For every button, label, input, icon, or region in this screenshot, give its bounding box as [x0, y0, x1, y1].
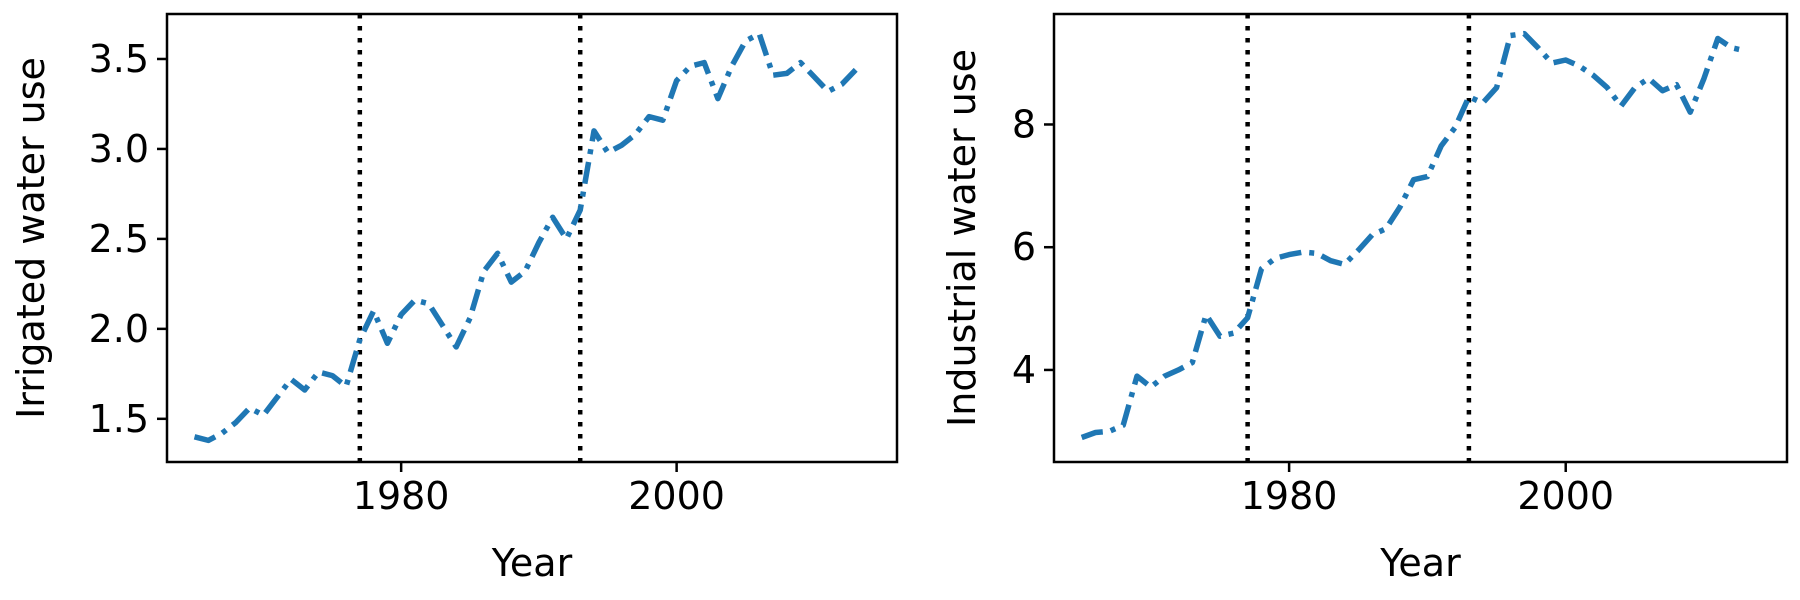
- chart2-plot-frame: [1052, 12, 1789, 464]
- chart2-xtick-label-2000: 2000: [1517, 474, 1614, 518]
- chart1-xtick-label-1980: 1980: [353, 474, 450, 518]
- chart1-series-line: [193, 31, 858, 444]
- chart1-ytick-label-3.0: 3.0: [89, 127, 149, 171]
- chart2-xtick-label-1980: 1980: [1241, 474, 1338, 518]
- chart1-ytick-label-1.5: 1.5: [89, 397, 149, 441]
- chart2-series-line: [1080, 30, 1747, 441]
- chart2-ytick-label-4: 4: [1012, 348, 1036, 392]
- chart1-panel: 1980 2000 1.5 2.0 2.5 3.0 3.5 Year Irrigated wat…: [9, 12, 899, 585]
- chart1-xtick-label-2000: 2000: [628, 474, 725, 518]
- chart2-ytick-label-6: 6: [1012, 225, 1036, 269]
- chart1-ytick-label-2.0: 2.0: [89, 307, 149, 351]
- chart2-panel: 1980 2000 4 6 8 Year Industrial water use: [940, 12, 1789, 585]
- chart1-ytick-label-3.5: 3.5: [89, 37, 149, 81]
- chart1-ytick-label-2.5: 2.5: [89, 217, 149, 261]
- chart2-ylabel: Industrial water use: [940, 49, 984, 427]
- chart2-ytick-label-8: 8: [1012, 102, 1036, 146]
- chart2-xlabel: Year: [1379, 541, 1461, 585]
- chart1-ylabel: Irrigated water use: [9, 57, 53, 419]
- chart1-xlabel: Year: [491, 541, 573, 585]
